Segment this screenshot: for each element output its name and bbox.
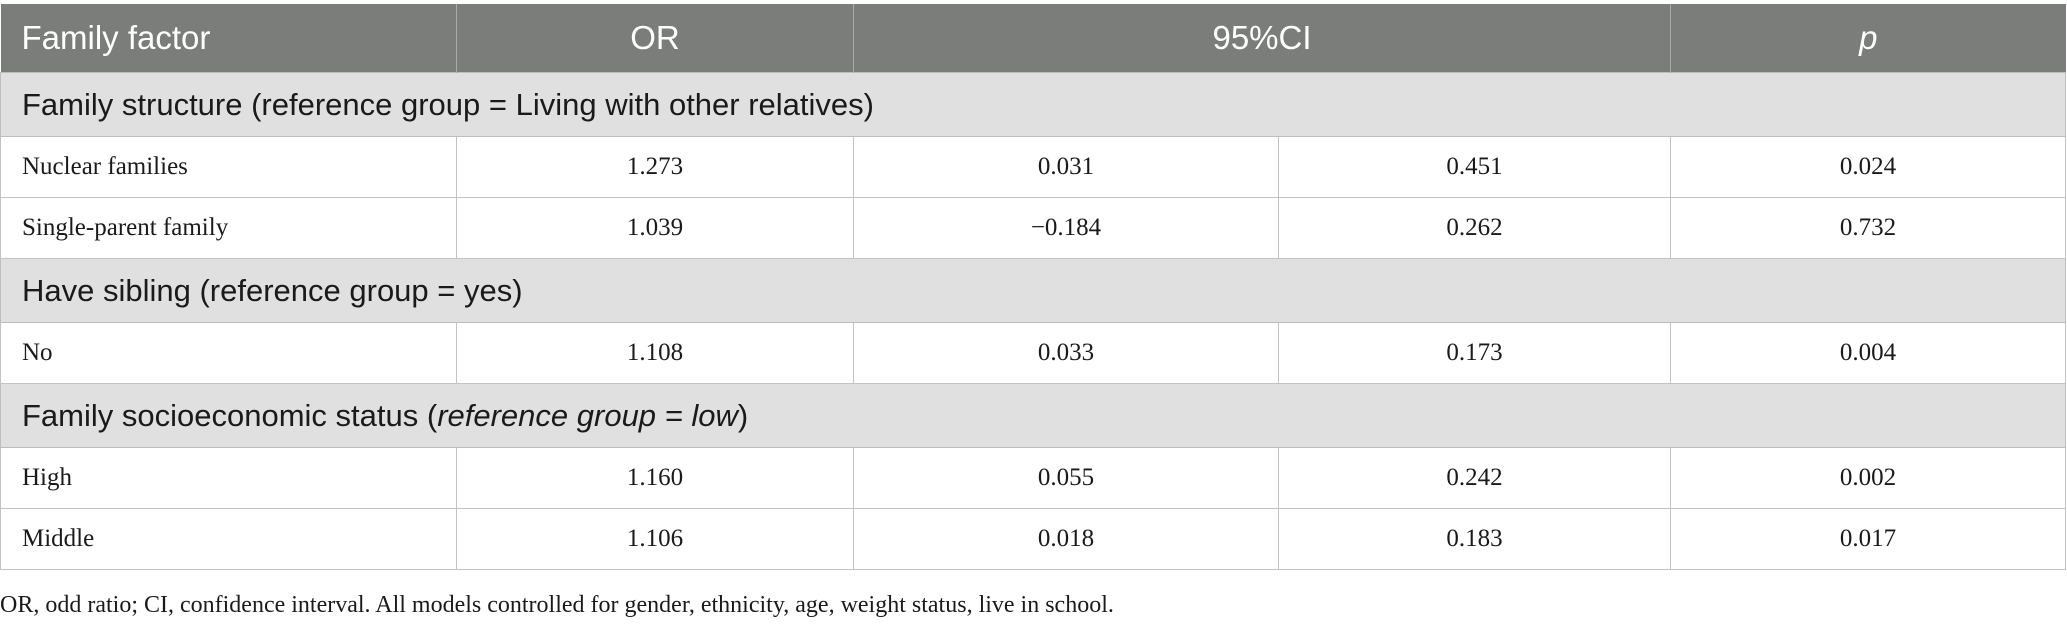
table-footnote: OR, odd ratio; CI, confidence interval. … (0, 592, 1114, 618)
cell-ci-low: 0.031 (853, 136, 1279, 198)
group-title-italic: reference group = low (437, 397, 738, 433)
header-p: p (1670, 4, 2066, 73)
cell-or: 1.108 (456, 322, 854, 384)
header-row: Family factor OR 95%CI p (0, 4, 2066, 73)
cell-ci-high: 0.242 (1278, 447, 1671, 509)
group-title: Have sibling (reference group = yes) (0, 258, 2066, 323)
table-row: No 1.108 0.033 0.173 0.004 (0, 322, 2066, 384)
group-row-family-structure: Family structure (reference group = Livi… (0, 72, 2066, 137)
table-row: High 1.160 0.055 0.242 0.002 (0, 447, 2066, 509)
group-title: Family socioeconomic status (reference g… (0, 383, 2066, 448)
cell-or: 1.273 (456, 136, 854, 198)
cell-factor: No (0, 322, 457, 384)
cell-ci-low: 0.033 (853, 322, 1279, 384)
results-table-container: Family factor OR 95%CI p Family structur… (0, 4, 2066, 570)
cell-ci-low: −0.184 (853, 197, 1279, 259)
cell-factor: High (0, 447, 457, 509)
cell-p: 0.004 (1670, 322, 2066, 384)
group-title-suffix: ) (737, 397, 749, 433)
header-95ci: 95%CI (853, 4, 1671, 73)
cell-or: 1.106 (456, 508, 854, 570)
cell-or: 1.039 (456, 197, 854, 259)
cell-ci-low: 0.018 (853, 508, 1279, 570)
table-row: Middle 1.106 0.018 0.183 0.017 (0, 508, 2066, 570)
cell-factor: Single-parent family (0, 197, 457, 259)
table-row: Single-parent family 1.039 −0.184 0.262 … (0, 197, 2066, 259)
group-row-socioeconomic-status: Family socioeconomic status (reference g… (0, 383, 2066, 448)
family-factor-table: Family factor OR 95%CI p Family structur… (0, 4, 2066, 570)
header-family-factor: Family factor (0, 4, 457, 73)
cell-ci-low: 0.055 (853, 447, 1279, 509)
cell-p: 0.017 (1670, 508, 2066, 570)
cell-factor: Middle (0, 508, 457, 570)
cell-p: 0.732 (1670, 197, 2066, 259)
cell-factor: Nuclear families (0, 136, 457, 198)
header-or: OR (456, 4, 854, 73)
group-title: Family structure (reference group = Livi… (0, 72, 2066, 137)
cell-or: 1.160 (456, 447, 854, 509)
table-header: Family factor OR 95%CI p (0, 4, 2066, 73)
group-row-have-sibling: Have sibling (reference group = yes) (0, 258, 2066, 323)
cell-p: 0.024 (1670, 136, 2066, 198)
table-body: Family structure (reference group = Livi… (0, 72, 2066, 570)
cell-ci-high: 0.183 (1278, 508, 1671, 570)
table-row: Nuclear families 1.273 0.031 0.451 0.024 (0, 136, 2066, 198)
cell-ci-high: 0.451 (1278, 136, 1671, 198)
group-title-prefix: Family socioeconomic status ( (22, 397, 438, 433)
cell-ci-high: 0.262 (1278, 197, 1671, 259)
cell-p: 0.002 (1670, 447, 2066, 509)
cell-ci-high: 0.173 (1278, 322, 1671, 384)
